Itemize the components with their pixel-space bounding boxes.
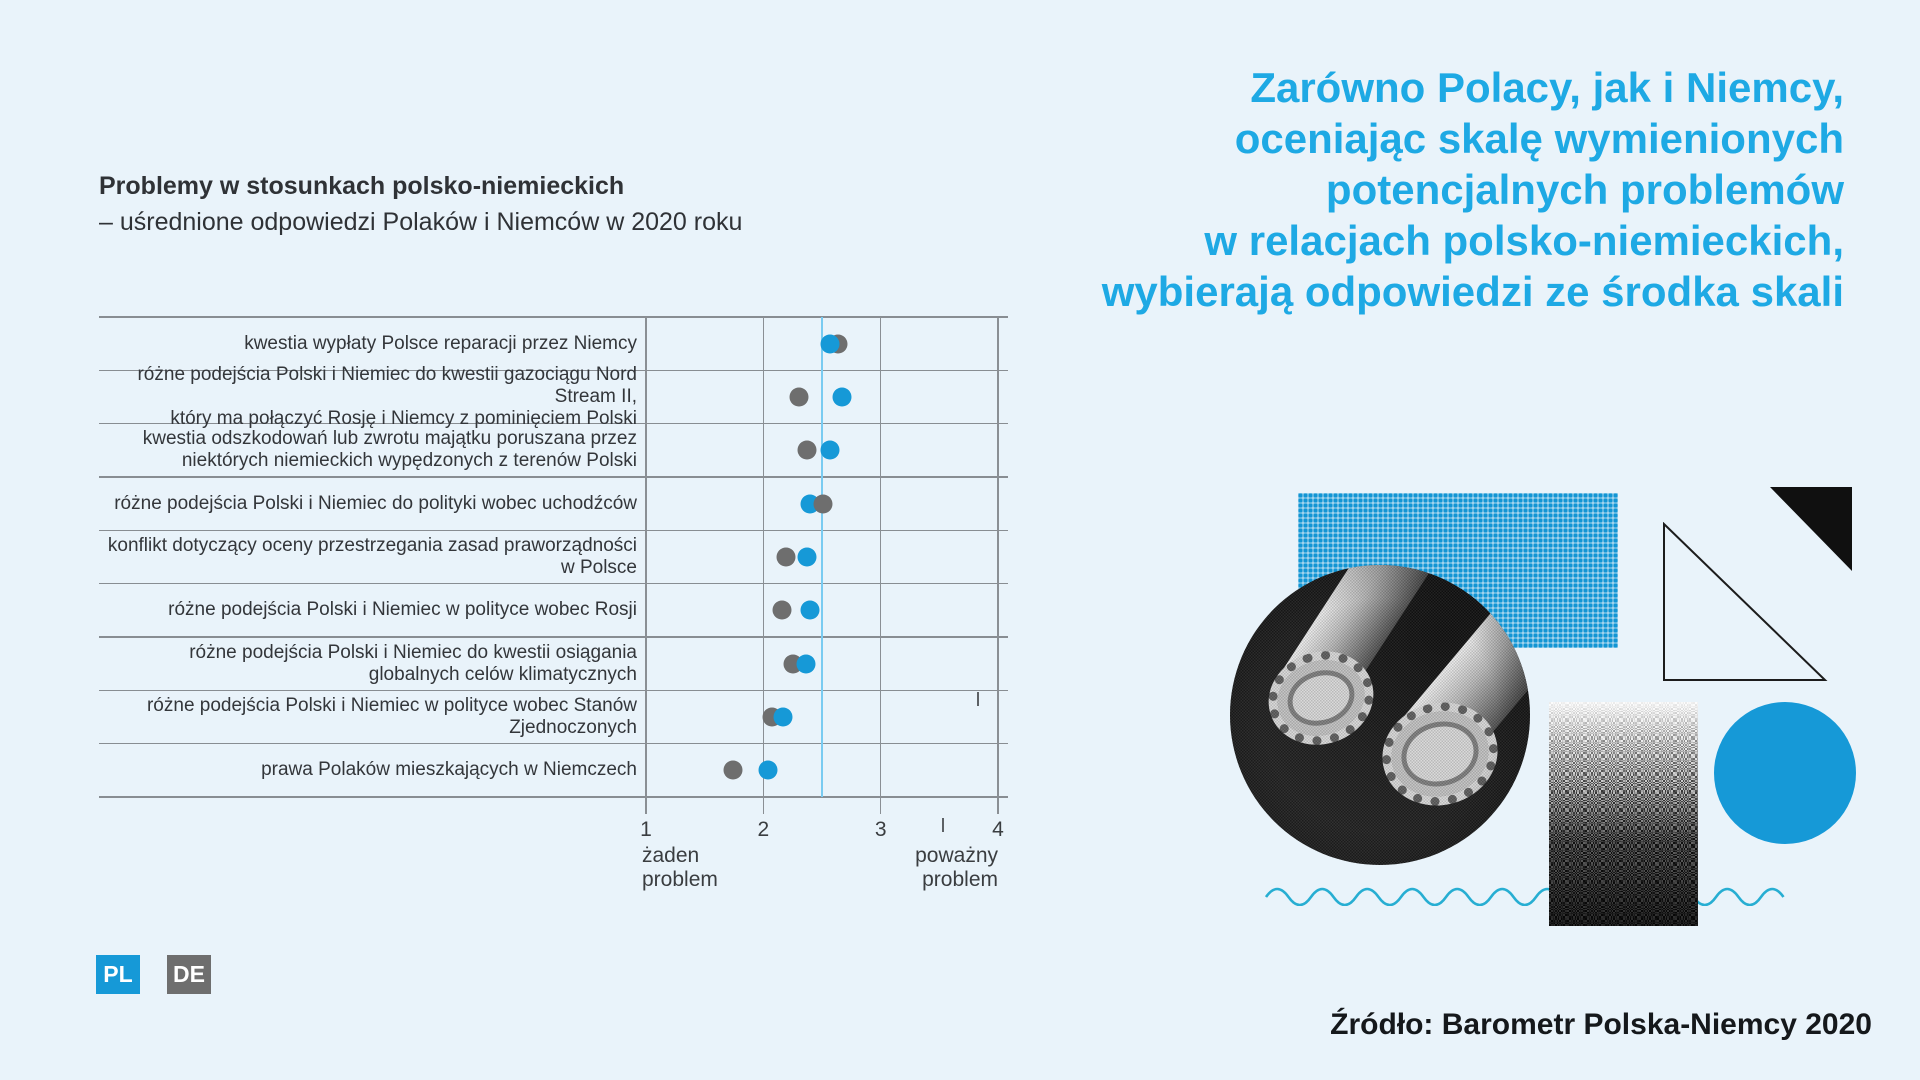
row-separator-line xyxy=(99,476,1008,478)
x-axis-tick-label: 4 xyxy=(992,818,1004,841)
row-separator-line xyxy=(99,582,1008,585)
decorative-pipes-photo-circle xyxy=(1230,565,1530,865)
row-separator-line xyxy=(99,529,1008,532)
category-label: różne podejścia Polski i Niemiec do kwes… xyxy=(137,363,637,429)
decorative-blue-circle xyxy=(1714,702,1856,844)
dot-pl xyxy=(800,600,820,620)
dot-pl xyxy=(820,334,840,354)
x-axis-tick-label: 1 xyxy=(640,818,652,841)
language-toggle-pl[interactable]: PL xyxy=(96,955,140,994)
dot-de xyxy=(723,760,743,780)
stray-tick-axis xyxy=(942,818,944,832)
dot-pl xyxy=(796,654,816,674)
x-axis-tick-label: 2 xyxy=(757,818,770,841)
category-label: różne podejścia Polski i Niemiec w polit… xyxy=(168,599,637,621)
dot-de xyxy=(776,547,796,567)
language-toggle-de[interactable]: DE xyxy=(167,955,211,994)
chart-plot: 1 2 3 4 kwestia wypłaty Polsce reparacji prz… xyxy=(99,316,1008,891)
dot-pl xyxy=(820,440,840,460)
dot-pl xyxy=(758,760,778,780)
headline-text: Zarówno Polacy, jak i Niemcy, oceniając … xyxy=(1101,64,1844,315)
chart-title: Problemy w stosunkach polsko-niemieckich xyxy=(99,172,625,200)
category-label: różne podejścia Polski i Niemiec w polit… xyxy=(146,694,637,738)
row-separator-line xyxy=(99,369,1008,372)
category-label: kwestia odszkodowań lub zwrotu majątku p… xyxy=(142,428,637,472)
row-separator-line xyxy=(99,316,1008,318)
x-axis-caption-high: poważny problem xyxy=(915,844,998,891)
category-label: różne podejścia Polski i Niemiec do poli… xyxy=(114,492,637,514)
decorative-noise-rectangle xyxy=(1549,702,1698,926)
row-separator-line xyxy=(99,422,1008,425)
row-separator-line xyxy=(99,636,1008,638)
category-label: prawa Polaków mieszkających w Niemczech xyxy=(261,759,637,781)
decorative-wave-line xyxy=(1264,887,1785,906)
x-gridline xyxy=(762,317,765,814)
source-caption: Źródło: Barometr Polska-Niemcy 2020 xyxy=(1330,1008,1872,1041)
row-separator-line xyxy=(99,742,1008,745)
category-label: konflikt dotyczący oceny przestrzegania … xyxy=(107,534,637,578)
chart-subtitle: – uśrednione odpowiedzi Polaków i Niemcó… xyxy=(99,208,743,236)
photo-grain-overlay xyxy=(1230,565,1530,865)
x-axis-caption-low: żaden problem xyxy=(642,844,718,891)
scale-midpoint-line xyxy=(820,317,824,797)
category-label: różne podejścia Polski i Niemiec do kwes… xyxy=(189,641,637,685)
x-gridline xyxy=(645,317,647,814)
stray-tick-plot xyxy=(977,692,979,706)
decorative-outline-triangle xyxy=(1663,522,1828,681)
dot-de xyxy=(789,387,809,407)
x-gridline xyxy=(879,317,882,814)
dot-de xyxy=(797,440,817,460)
dot-pl xyxy=(797,547,817,567)
category-label: kwestia wypłaty Polsce reparacji przez N… xyxy=(244,332,637,354)
row-separator-line xyxy=(99,796,1008,798)
dot-de xyxy=(813,494,833,514)
decorative-black-triangle xyxy=(1770,487,1852,571)
x-axis-tick-label: 3 xyxy=(874,818,887,841)
dot-pl xyxy=(832,387,852,407)
dot-pl xyxy=(773,707,793,727)
row-separator-line xyxy=(99,689,1008,692)
x-gridline xyxy=(997,317,999,814)
dot-de xyxy=(772,600,792,620)
